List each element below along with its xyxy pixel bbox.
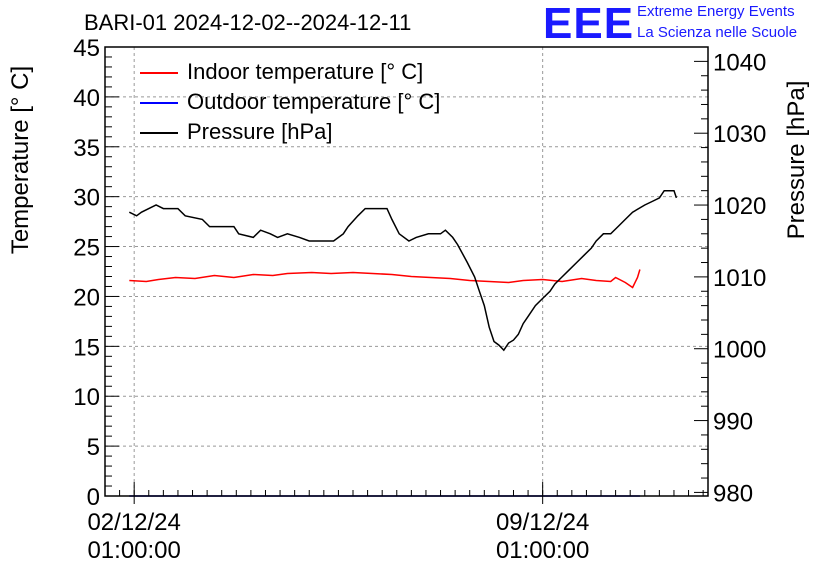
brand-line-2: La Scienza nelle Scuole xyxy=(637,24,798,41)
left-tick-label: 0 xyxy=(87,484,100,511)
legend-label-indoor: Indoor temperature [° C] xyxy=(187,59,424,84)
right-tick-label: 990 xyxy=(713,409,753,436)
legend-label-pressure: Pressure [hPa] xyxy=(187,119,333,144)
legend-item-indoor: Indoor temperature [° C] xyxy=(140,58,540,88)
left-axis-ticks: 0 5 10 15 20 25 30 35 40 45 xyxy=(73,35,119,511)
eee-logo: EEE xyxy=(543,0,635,48)
legend-label-outdoor: Outdoor temperature [° C] xyxy=(187,89,441,114)
right-tick-label: 980 xyxy=(713,480,753,507)
plot-frame xyxy=(104,46,709,497)
left-tick-label: 45 xyxy=(73,35,100,62)
series-line-0 xyxy=(129,269,641,289)
legend-item-outdoor: Outdoor temperature [° C] xyxy=(140,88,540,118)
chart-title: BARI-01 2024-12-02--2024-12-11 xyxy=(84,10,412,35)
legend-swatch-indoor xyxy=(140,72,178,74)
x-tick-label-date: 02/12/24 xyxy=(87,509,180,536)
left-tick-label: 10 xyxy=(73,384,100,411)
left-tick-label: 25 xyxy=(73,235,100,262)
legend-swatch-pressure xyxy=(140,132,178,134)
right-axis-ticks: 980 990 1000 1010 1020 1030 1040 xyxy=(694,46,766,507)
left-tick-label: 5 xyxy=(87,434,100,461)
axes xyxy=(104,46,709,497)
y2-axis-label: Pressure [hPa] xyxy=(783,81,810,240)
left-tick-label: 20 xyxy=(73,284,100,311)
x-tick-label-time: 01:00:00 xyxy=(496,537,589,564)
right-tick-label: 1020 xyxy=(713,193,766,220)
left-tick-label: 30 xyxy=(73,185,100,212)
brand-line-1: Extreme Energy Events xyxy=(637,3,795,20)
series-layer xyxy=(128,189,678,497)
legend-swatch-outdoor xyxy=(140,102,178,104)
x-tick-label-date: 09/12/24 xyxy=(496,509,589,536)
grid-lines xyxy=(105,46,708,496)
right-tick-label: 1040 xyxy=(713,49,766,76)
x-tick-label-time: 01:00:00 xyxy=(87,537,180,564)
legend-item-pressure: Pressure [hPa] xyxy=(140,118,540,148)
right-tick-label: 1010 xyxy=(713,265,766,292)
series-line-2 xyxy=(128,189,678,352)
left-tick-label: 15 xyxy=(73,334,100,361)
right-tick-label: 1000 xyxy=(713,337,766,364)
right-tick-label: 1030 xyxy=(713,121,766,148)
left-tick-label: 40 xyxy=(73,85,100,112)
y-axis-label: Temperature [° C] xyxy=(7,66,34,254)
left-tick-label: 35 xyxy=(73,135,100,162)
